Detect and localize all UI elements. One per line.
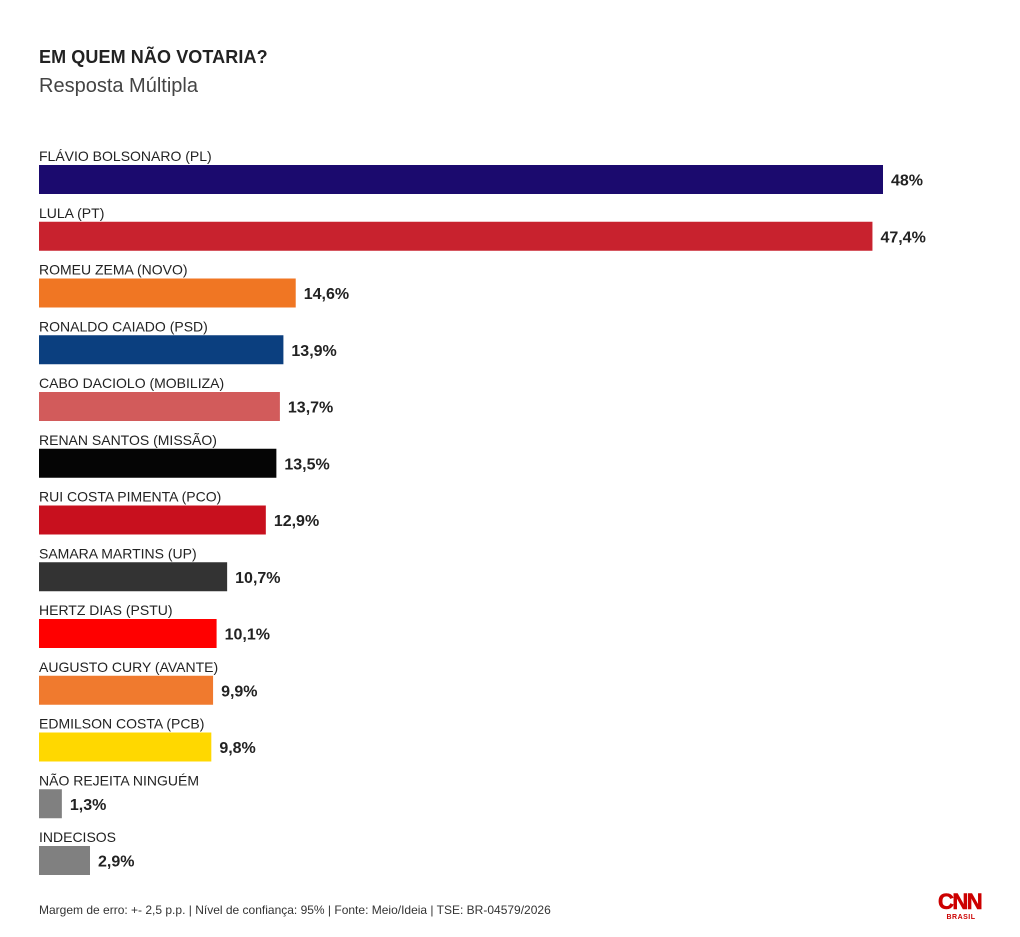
category-label: SAMARA MARTINS (UP) — [39, 545, 197, 561]
bar-chart: FLÁVIO BOLSONARO (PL) 48% LULA (PT) 47,4% RO… — [39, 148, 926, 875]
value-label: 14,6% — [304, 286, 349, 303]
value-label: 47,4% — [880, 229, 925, 246]
value-label: 13,7% — [288, 400, 333, 417]
value-label: 2,9% — [98, 854, 134, 871]
bar — [39, 846, 90, 875]
value-label: 48% — [891, 173, 923, 190]
bar — [39, 789, 62, 819]
category-label: HERTZ DIAS (PSTU) — [39, 602, 173, 618]
category-label: EDMILSON COSTA (PCB) — [39, 716, 204, 732]
category-label: RUI COSTA PIMENTA (PCO) — [39, 489, 221, 505]
category-label: CABO DACIOLO (MOBILIZA) — [39, 375, 224, 391]
bar — [39, 675, 214, 705]
logo-main-text: CNN — [938, 889, 983, 914]
value-label: 1,3% — [70, 797, 106, 814]
bar — [39, 221, 873, 251]
bar — [39, 562, 228, 592]
category-label: NÃO REJEITA NINGUÉM — [39, 772, 199, 788]
bar — [39, 505, 266, 535]
chart-subtitle: Resposta Múltipla — [39, 75, 198, 97]
value-label: 13,9% — [291, 343, 336, 360]
category-label: RONALDO CAIADO (PSD) — [39, 318, 208, 334]
category-label: INDECISOS — [39, 829, 116, 845]
cnn-brasil-logo: CNN BRASIL — [938, 889, 990, 927]
footer-note: Margem de erro: +- 2,5 p.p. | Nível de c… — [39, 903, 551, 917]
bar — [39, 392, 280, 421]
category-label: ROMEU ZEMA (NOVO) — [39, 262, 188, 278]
value-label: 13,5% — [284, 456, 329, 473]
value-label: 9,8% — [219, 740, 255, 757]
category-label: FLÁVIO BOLSONARO (PL) — [39, 148, 212, 164]
category-label: RENAN SANTOS (MISSÃO) — [39, 432, 217, 448]
value-label: 9,9% — [221, 683, 257, 700]
bar — [39, 619, 217, 648]
bar — [39, 732, 212, 762]
value-label: 10,7% — [235, 570, 280, 587]
value-label: 12,9% — [274, 513, 319, 530]
bar — [39, 335, 284, 365]
chart-title: EM QUEM NÃO VOTARIA? — [39, 47, 268, 67]
category-label: LULA (PT) — [39, 205, 104, 221]
value-label: 10,1% — [225, 627, 270, 644]
bar — [39, 448, 277, 478]
category-label: AUGUSTO CURY (AVANTE) — [39, 659, 218, 675]
bar — [39, 165, 883, 194]
logo-sub-text: BRASIL — [946, 914, 976, 921]
bar — [39, 278, 296, 308]
